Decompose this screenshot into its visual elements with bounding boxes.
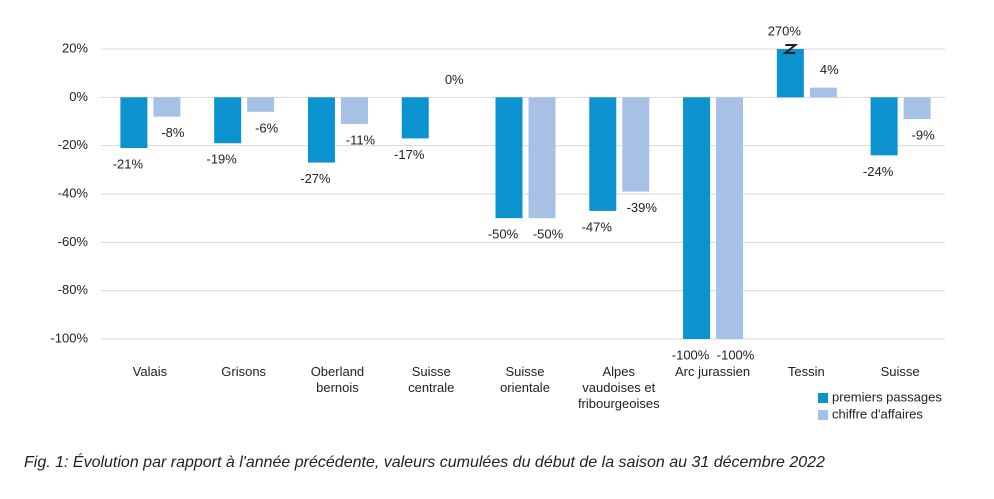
bar: [307, 97, 335, 163]
bar: [495, 97, 523, 219]
value-label: -6%: [255, 120, 279, 135]
x-tick-label: Arc jurassien: [675, 364, 750, 379]
value-label: -50%: [488, 227, 519, 242]
x-tick-label: Valais: [133, 364, 168, 379]
value-label: -50%: [533, 227, 564, 242]
y-tick-label: -20%: [58, 137, 89, 152]
x-tick-label: Suisse centrale: [408, 364, 454, 395]
y-tick-label: -80%: [58, 282, 89, 297]
legend-label: premiers passages: [832, 389, 942, 404]
value-label: -100%: [717, 347, 755, 362]
x-tick-label: Oberland bernois: [311, 364, 364, 395]
value-label: -8%: [161, 125, 185, 140]
bar: [589, 97, 617, 211]
bar: [247, 97, 275, 112]
bar: [401, 97, 429, 139]
x-tick-label: Tessin: [788, 364, 825, 379]
bar: [903, 97, 931, 120]
axis-break: [782, 44, 799, 54]
y-tick-label: 0%: [69, 89, 88, 104]
bars: [120, 49, 931, 339]
legend-swatch: [818, 393, 828, 403]
value-label: -19%: [206, 152, 237, 167]
value-label: -17%: [394, 147, 425, 162]
y-tick-label: -60%: [58, 234, 89, 249]
bar: [528, 97, 556, 219]
bar: [120, 97, 148, 149]
value-label: -11%: [346, 132, 376, 147]
y-tick-label: 20%: [62, 40, 88, 55]
bar: [214, 97, 242, 144]
bar: [683, 97, 711, 339]
value-label: -100%: [672, 347, 710, 362]
bar: [809, 87, 837, 98]
y-tick-label: -100%: [50, 330, 88, 345]
value-label: -24%: [863, 164, 894, 179]
bar: [153, 97, 181, 117]
value-label: 270%: [768, 23, 802, 38]
grid: -100% -80% -60% -40% -20% 0% 20%: [50, 40, 945, 345]
legend-label: chiffre d'affaires: [832, 406, 923, 421]
bar: [716, 97, 744, 339]
value-label: -39%: [627, 200, 658, 215]
legend-swatch: [818, 410, 828, 420]
bar: [622, 97, 650, 192]
value-label: 4%: [820, 62, 839, 77]
x-tick-label: Grisons: [221, 364, 266, 379]
x-tick-label: Suisse: [881, 364, 920, 379]
value-label: -9%: [912, 128, 936, 143]
bar: [340, 97, 368, 124]
x-tick-label: Alpes vaudoises et fribourgeoises: [578, 364, 660, 411]
y-tick-label: -40%: [58, 185, 89, 200]
value-label: -21%: [113, 157, 144, 172]
value-label: 0%: [445, 72, 464, 87]
bar: [776, 49, 804, 98]
overlay: Valais Grisons Oberland bernois Suisse centra…: [113, 23, 943, 421]
bar: [870, 97, 898, 156]
x-tick-label: Suisse orientale: [500, 364, 550, 395]
value-label: -47%: [582, 219, 613, 234]
value-label: -27%: [300, 171, 331, 186]
caption: Fig. 1: Évolution par rapport à l'année …: [24, 452, 825, 471]
